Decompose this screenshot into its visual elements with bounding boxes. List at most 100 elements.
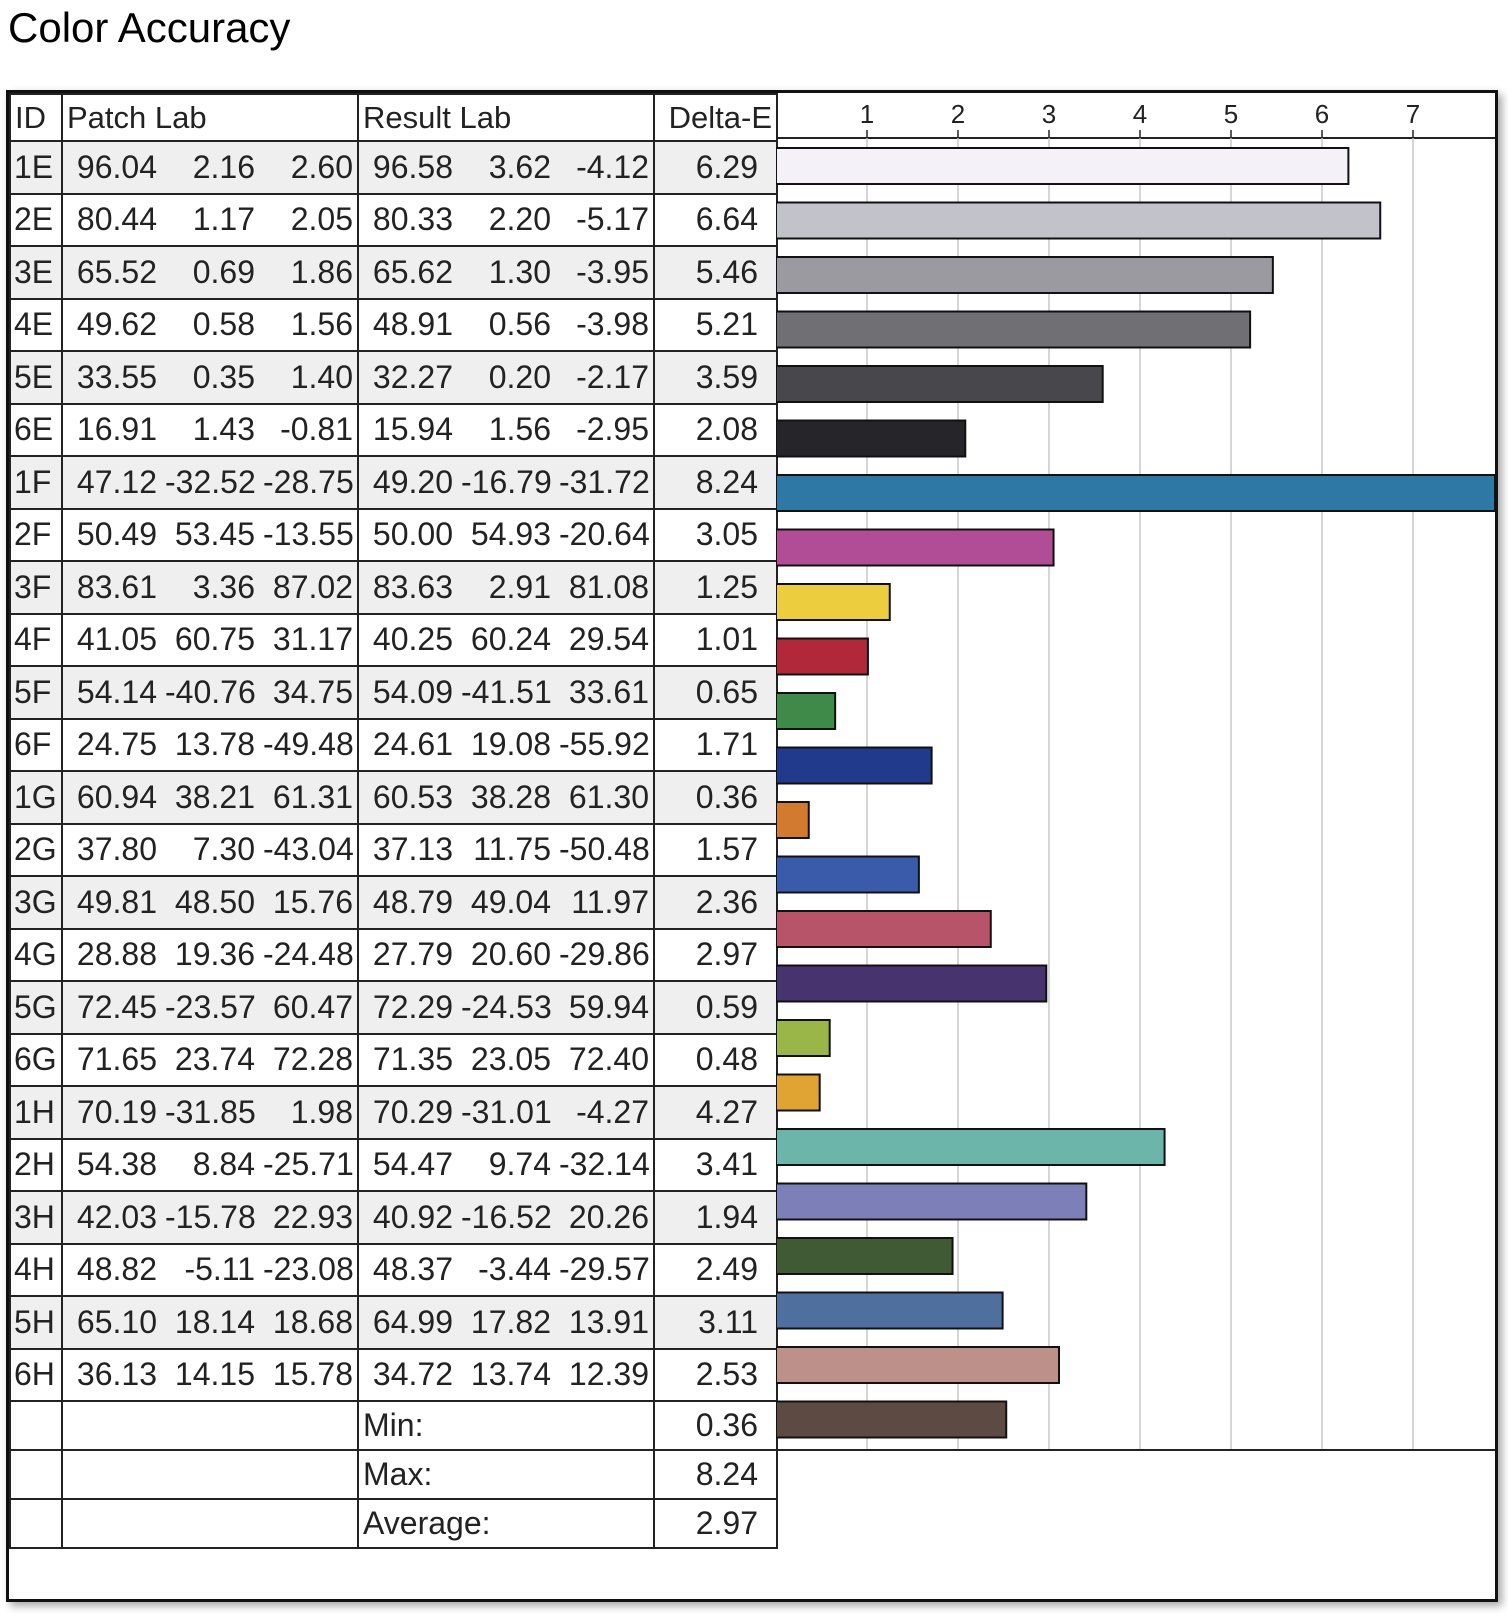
result-lab-b: -4.12 <box>576 148 649 185</box>
tick-label: 7 <box>1406 99 1420 129</box>
result-lab-cell: 32.27 0.20 -2.17 <box>357 350 655 405</box>
patch-lab-cell: 70.19 -31.85 1.98 <box>61 1085 359 1140</box>
patch-lab-cell: 71.65 23.74 72.28 <box>61 1032 359 1087</box>
result-lab-values: 50.00 54.93 -20.64 <box>360 516 652 553</box>
patch-lab-cell: 42.03 -15.78 22.93 <box>61 1190 359 1245</box>
bar-6e <box>776 419 967 458</box>
table-row: 5F 54.14 -40.76 34.75 54.09 -41.51 33.61 0.65 <box>9 665 778 720</box>
patch-id: 1G <box>9 770 63 825</box>
result-lab-a: -16.79 <box>461 463 552 500</box>
patch-lab-values: 49.81 48.50 15.76 <box>64 883 356 921</box>
result-lab-b: -50.48 <box>559 831 650 868</box>
patch-lab-l: 16.91 <box>76 411 157 448</box>
table-row: 4H 48.82 -5.11 -23.08 48.37 -3.44 -29.57 2.49 <box>9 1242 778 1297</box>
patch-lab-a: 0.58 <box>192 306 255 343</box>
patch-lab-cell: 65.10 18.14 18.68 <box>61 1295 359 1350</box>
bar-5e <box>776 365 1104 403</box>
result-lab-l: 80.33 <box>372 201 453 238</box>
patch-lab-l: 72.45 <box>76 988 157 1025</box>
result-lab-cell: 27.79 20.60 -29.86 <box>357 927 655 982</box>
delta-e-value: 2.08 <box>653 402 778 457</box>
delta-e-value: 8.24 <box>653 455 778 510</box>
patch-lab-cell: 50.49 53.45 -13.55 <box>61 507 359 562</box>
result-lab-cell: 70.29 -31.01 -4.27 <box>357 1085 655 1140</box>
result-lab-values: 72.29 -24.53 59.94 <box>360 988 652 1026</box>
result-lab-cell: 48.79 49.04 11.97 <box>357 875 655 930</box>
result-lab-b: -55.92 <box>559 726 650 763</box>
result-lab-l: 65.62 <box>372 253 453 290</box>
result-lab-b: -31.72 <box>559 463 650 500</box>
result-lab-values: 27.79 20.60 -29.86 <box>360 936 652 973</box>
result-lab-l: 54.09 <box>372 673 453 710</box>
result-lab-cell: 54.09 -41.51 33.61 <box>357 665 655 720</box>
patch-lab-b: 34.75 <box>272 673 353 710</box>
patch-id: 5G <box>9 980 63 1035</box>
patch-lab-b: -13.55 <box>263 516 354 553</box>
empty-cell <box>9 1498 63 1549</box>
patch-lab-l: 71.65 <box>76 1041 157 1078</box>
delta-e-value: 1.94 <box>653 1190 778 1245</box>
patch-lab-b: -49.48 <box>263 726 354 763</box>
result-lab-b: 13.91 <box>568 1303 649 1340</box>
patch-lab-cell: 36.13 14.15 15.78 <box>61 1347 359 1402</box>
result-lab-l: 24.61 <box>372 726 453 763</box>
result-lab-b: -2.17 <box>576 358 649 395</box>
table-row: 4F 41.05 60.75 31.17 40.25 60.24 29.54 1.01 <box>9 612 778 667</box>
result-lab-l: 72.29 <box>372 988 453 1025</box>
patch-lab-a: 1.43 <box>192 411 255 448</box>
patch-id: 4H <box>9 1242 63 1297</box>
bar-2h <box>776 1182 1088 1221</box>
result-lab-cell: 49.20 -16.79 -31.72 <box>357 455 655 510</box>
result-lab-b: 81.08 <box>568 568 649 605</box>
bar-5f <box>776 692 837 730</box>
result-lab-values: 49.20 -16.79 -31.72 <box>360 463 652 501</box>
patch-lab-cell: 54.38 8.84 -25.71 <box>61 1137 359 1192</box>
delta-e-value: 0.59 <box>653 980 778 1035</box>
patch-lab-cell: 83.61 3.36 87.02 <box>61 560 359 615</box>
result-lab-values: 54.09 -41.51 33.61 <box>360 673 652 711</box>
result-lab-values: 83.63 2.91 81.08 <box>360 568 652 606</box>
delta-e-value: 5.46 <box>653 245 778 300</box>
patch-lab-values: 16.91 1.43 -0.81 <box>64 411 356 448</box>
bar-3e <box>776 256 1274 294</box>
patch-lab-l: 96.04 <box>76 148 157 185</box>
patch-id: 5E <box>9 350 63 405</box>
patch-id: 6F <box>9 717 63 772</box>
delta-e-value: 2.97 <box>653 927 778 982</box>
patch-lab-l: 49.81 <box>76 883 157 920</box>
result-lab-b: -32.14 <box>559 1146 650 1183</box>
bar-1e <box>776 147 1350 185</box>
patch-lab-b: 87.02 <box>272 568 353 605</box>
patch-lab-a: 1.17 <box>192 201 255 238</box>
table-row: 2E 80.44 1.17 2.05 80.33 2.20 -5.17 6.64 <box>9 192 778 247</box>
result-lab-b: -2.95 <box>576 411 649 448</box>
table-row: 2H 54.38 8.84 -25.71 54.47 9.74 -32.14 3.41 <box>9 1137 778 1192</box>
table-row: 3H 42.03 -15.78 22.93 40.92 -16.52 20.26 1.94 <box>9 1190 778 1245</box>
patch-id: 5F <box>9 665 63 720</box>
patch-lab-a: 48.50 <box>174 883 255 920</box>
result-lab-a: 9.74 <box>488 1146 551 1183</box>
delta-e-value: 1.57 <box>653 822 778 877</box>
result-lab-l: 48.91 <box>372 306 453 343</box>
result-lab-b: -3.95 <box>576 253 649 290</box>
result-lab-l: 96.58 <box>372 148 453 185</box>
result-lab-values: 54.47 9.74 -32.14 <box>360 1146 652 1183</box>
result-lab-values: 40.25 60.24 29.54 <box>360 621 652 658</box>
tick-label: 2 <box>951 99 965 129</box>
bar-2g <box>776 855 920 894</box>
delta-e-header: Delta-E <box>653 93 778 142</box>
result-lab-a: 1.30 <box>488 253 551 290</box>
result-lab-l: 64.99 <box>372 1303 453 1340</box>
result-lab-a: 2.91 <box>488 568 551 605</box>
result-lab-l: 34.72 <box>372 1356 453 1393</box>
patch-lab-values: 70.19 -31.85 1.98 <box>64 1094 356 1131</box>
result-lab-b: 33.61 <box>568 673 649 710</box>
result-lab-values: 48.91 0.56 -3.98 <box>360 306 652 343</box>
result-lab-header: Result Lab <box>357 93 655 142</box>
bar-6f <box>776 746 933 785</box>
result-lab-values: 15.94 1.56 -2.95 <box>360 411 652 448</box>
stat-row: Average: 2.97 <box>9 1498 778 1549</box>
patch-lab-b: 1.86 <box>290 253 353 290</box>
result-lab-l: 48.37 <box>372 1251 453 1288</box>
patch-lab-l: 33.55 <box>76 358 157 395</box>
